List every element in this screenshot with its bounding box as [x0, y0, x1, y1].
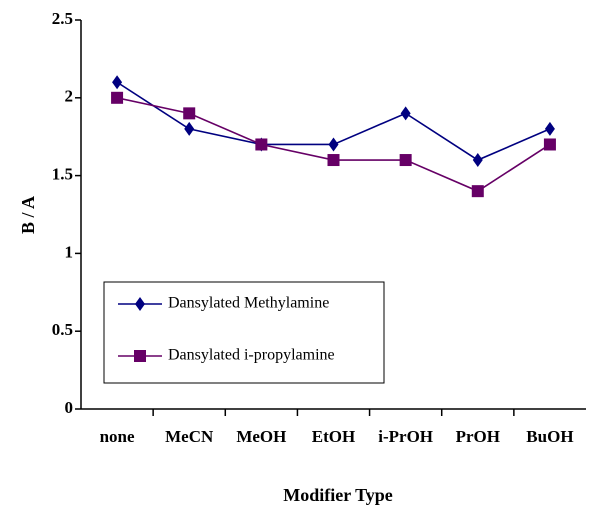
legend-label: Dansylated Methylamine: [168, 295, 329, 312]
marker: [111, 91, 124, 104]
x-axis-title: Modifier Type: [283, 485, 393, 505]
legend-label: Dansylated i-propylamine: [168, 347, 335, 364]
marker: [472, 153, 483, 168]
x-tick-label: BuOH: [526, 427, 573, 446]
y-axis-title: B / A: [18, 196, 38, 234]
x-tick-label: i-PrOH: [378, 427, 433, 446]
marker: [255, 138, 268, 151]
x-tick-label: MeCN: [165, 427, 214, 446]
y-tick-label: 2.5: [52, 9, 73, 28]
marker: [544, 121, 555, 136]
x-tick-label: none: [100, 427, 135, 446]
marker: [543, 138, 556, 151]
x-tick-label: MeOH: [236, 427, 286, 446]
legend-marker: [135, 297, 145, 311]
y-tick-label: 1.5: [52, 165, 73, 184]
legend-box: [103, 281, 385, 384]
y-tick-label: 2: [65, 87, 74, 106]
marker: [471, 185, 484, 198]
marker: [112, 75, 123, 90]
marker: [400, 106, 411, 121]
x-tick-label: PrOH: [456, 427, 500, 446]
marker: [183, 107, 196, 120]
y-tick-label: 1: [65, 242, 74, 261]
marker: [399, 154, 412, 167]
marker: [184, 121, 195, 136]
x-tick-label: EtOH: [312, 427, 355, 446]
marker: [328, 137, 339, 152]
y-tick-label: 0.5: [52, 320, 73, 339]
marker: [327, 154, 340, 167]
legend-marker: [134, 350, 146, 362]
y-tick-label: 0: [65, 398, 74, 417]
